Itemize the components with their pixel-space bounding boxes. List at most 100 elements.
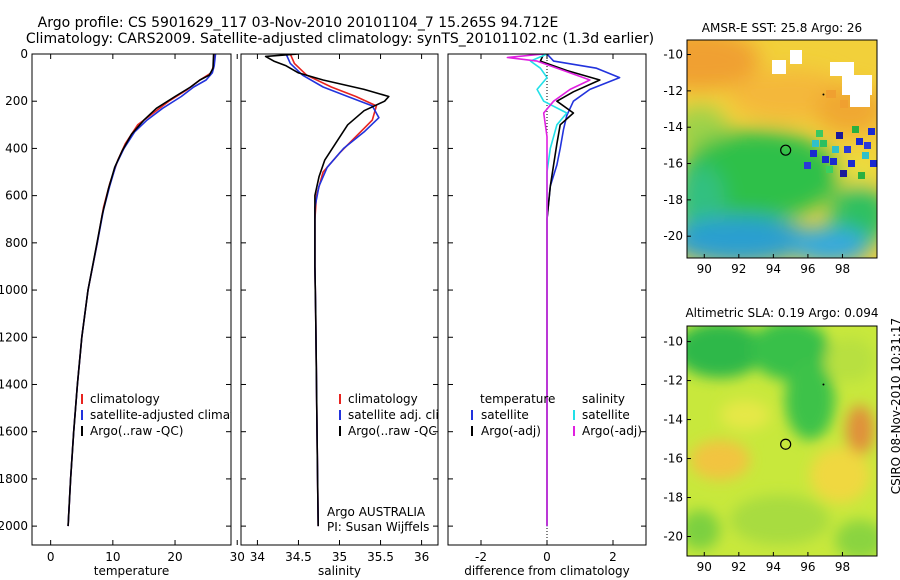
sla-map-axes: 90 92 94 96 98 -10 -12 -14 -16 -18 -20	[663, 335, 850, 574]
legend-entry: climatology	[90, 392, 160, 406]
argo-position-marker	[780, 144, 792, 156]
map-ytick-label: -10	[663, 335, 683, 349]
sst-pixel	[862, 152, 869, 159]
sst-map-title: AMSR-E SST: 25.8 Argo: 26	[702, 21, 862, 35]
sst-pixel	[832, 146, 839, 153]
sst-pixel	[844, 146, 851, 153]
sst-pixel	[836, 132, 843, 139]
temperature-xtick-label: 0	[47, 550, 55, 564]
sla-map-panel: Altimetric SLA: 0.19 Argo: 0.094 90 92 94 9…	[663, 306, 878, 574]
temperature-profile-panel: 0 10 20 30 0 200 400 600 800 1000 1200 1400 1600 1800…	[0, 47, 268, 578]
legend-entry: Argo(..raw -QC)	[348, 424, 441, 438]
sst-pixel	[810, 150, 817, 157]
difference-series-2	[529, 54, 568, 527]
map-ytick-label: -18	[663, 193, 683, 207]
figure-title-line-1: Argo profile: CS 5901629_117 03-Nov-2010…	[38, 15, 559, 31]
depth-tick-label: 1200	[0, 330, 28, 344]
map-ytick-label: -12	[663, 374, 683, 388]
sst-missing-data-patches	[772, 50, 872, 108]
legend-entry: Argo(..raw -QC)	[90, 424, 183, 438]
legend-entry: Argo(-adj)	[481, 424, 541, 438]
float-track-dot	[822, 93, 825, 96]
map-xtick-label: 96	[800, 560, 815, 574]
depth-tick-label: 1600	[0, 425, 28, 439]
legend-entry: satellite	[582, 408, 630, 422]
legend-entry: climatology	[348, 392, 418, 406]
difference-series-1	[539, 54, 601, 527]
sst-map-panel: AMSR-E SST: 25.8 Argo: 26	[663, 21, 878, 276]
sst-pixel	[848, 160, 855, 167]
map-ytick-label: -10	[663, 48, 683, 62]
salinity-x-axis-label: salinity	[318, 564, 361, 578]
temperature-frame	[31, 53, 232, 546]
sst-pixel	[804, 162, 811, 169]
salinity-xtick-label: 36	[414, 550, 429, 564]
temperature-xtick-label: 20	[167, 550, 182, 564]
sst-map-frame	[686, 39, 878, 259]
depth-tick-label: 800	[5, 236, 28, 250]
legend-group-title: temperature	[480, 392, 555, 406]
salinity-xtick-label: 35.5	[367, 550, 394, 564]
legend-entry: satellite-adjusted climatology	[90, 408, 268, 422]
map-xtick-label: 92	[731, 560, 746, 574]
difference-xtick-label: 2	[609, 550, 617, 564]
difference-series-3	[506, 54, 591, 527]
timestamp-stamp: CSIRO 08-Nov-2010 10:31:17	[889, 318, 900, 494]
salinity-series-2	[264, 54, 390, 527]
map-ytick-label: -14	[663, 120, 683, 134]
float-track-dot	[822, 383, 825, 386]
map-xtick-label: 94	[766, 262, 781, 276]
map-ytick-label: -20	[663, 229, 683, 243]
sst-pixel	[864, 142, 871, 149]
sst-pixel	[852, 126, 859, 133]
salinity-xtick-label: 34.5	[285, 550, 312, 564]
depth-tick-label: 1400	[0, 377, 28, 391]
map-ytick-label: -20	[663, 530, 683, 544]
map-xtick-label: 94	[766, 560, 781, 574]
legend-group-title: salinity	[582, 392, 625, 406]
map-xtick-label: 98	[835, 262, 850, 276]
sla-color-field	[687, 326, 877, 556]
map-xtick-label: 90	[697, 560, 712, 574]
sst-pixel	[868, 128, 875, 135]
difference-legend: temperature salinity satellite Argo(-adj) sa…	[471, 392, 642, 438]
salinity-series-0	[289, 54, 378, 527]
argo-position-marker	[780, 438, 792, 450]
sst-pixel	[840, 170, 847, 177]
figure-title-line-2: Climatology: CARS2009. Satellite-adjuste…	[26, 31, 654, 47]
map-ytick-label: -12	[663, 84, 683, 98]
legend-entry: satellite adj. clim.	[348, 408, 454, 422]
temperature-series-2	[67, 54, 215, 527]
salinity-series-1	[285, 54, 380, 527]
depth-tick-label: 0	[20, 47, 28, 61]
legend-entry: Argo(-adj)	[582, 424, 642, 438]
legend-entry: satellite	[481, 408, 529, 422]
temperature-x-axis-label: temperature	[94, 564, 169, 578]
map-xtick-label: 92	[731, 262, 746, 276]
depth-tick-label: 200	[5, 94, 28, 108]
sst-map-axes: 90 92 94 96 98 -10 -12 -14 -16 -18 -20	[663, 48, 850, 276]
sst-pixel	[812, 140, 819, 147]
depth-tick-label: 400	[5, 141, 28, 155]
map-ytick-label: -14	[663, 413, 683, 427]
temperature-series-1	[67, 54, 217, 527]
salinity-legend: climatology satellite adj. clim. Argo(..ra…	[339, 392, 454, 438]
sst-pixel	[870, 160, 877, 167]
credit-line-2: PI: Susan Wijffels	[327, 520, 429, 534]
salinity-xtick-label: 35	[332, 550, 347, 564]
difference-xtick-label: -2	[475, 550, 487, 564]
temperature-legend: climatology satellite-adjusted climatolog…	[81, 392, 268, 438]
map-ytick-label: -18	[663, 491, 683, 505]
sst-pixel	[820, 140, 827, 147]
map-xtick-label: 96	[800, 262, 815, 276]
sst-pixel	[826, 166, 833, 173]
depth-tick-label: 1800	[0, 472, 28, 486]
sst-pixel	[858, 172, 865, 179]
sst-pixel	[822, 156, 829, 163]
depth-tick-label: 600	[5, 189, 28, 203]
sst-color-field	[687, 40, 877, 258]
sst-pixel	[816, 130, 823, 137]
difference-xtick-label: 0	[543, 550, 551, 564]
